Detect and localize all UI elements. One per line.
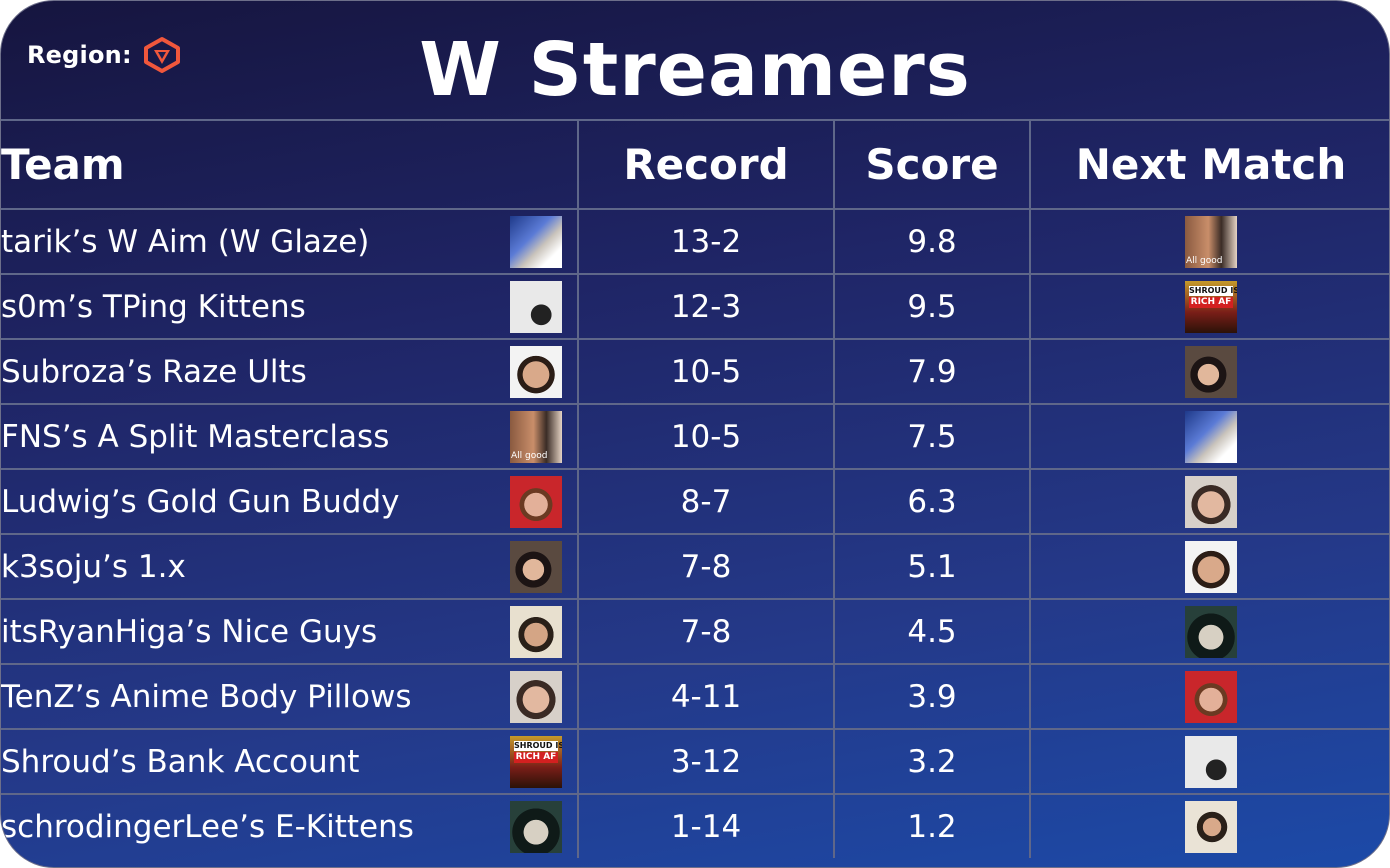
team-cell: tarik’s W Aim (W Glaze): [1, 208, 579, 275]
column-header-record: Record: [577, 119, 835, 210]
next-match-cell: All good: [1029, 208, 1389, 275]
team-name: Ludwig’s Gold Gun Buddy: [1, 483, 400, 520]
score-cell: 6.3: [833, 468, 1031, 535]
avatar-caption: All good: [511, 450, 548, 461]
team-name: schrodingerLee’s E-Kittens: [1, 808, 414, 845]
page-title: W Streamers: [419, 27, 971, 113]
team-name: TenZ’s Anime Body Pillows: [1, 678, 412, 715]
next-match-avatar: [1185, 735, 1237, 788]
team-avatar: SHROUD IS RICH AF: [510, 735, 562, 788]
team-name: tarik’s W Aim (W Glaze): [1, 223, 370, 260]
record-cell: 7-8: [577, 598, 835, 665]
score-cell: 4.5: [833, 598, 1031, 665]
avatar-sign-top: SHROUD IS: [514, 740, 562, 751]
team-name: s0m’s TPing Kittens: [1, 288, 306, 325]
team-cell: Ludwig’s Gold Gun Buddy: [1, 468, 579, 535]
score-cell: 7.9: [833, 338, 1031, 405]
next-match-avatar: [1185, 800, 1237, 853]
next-match-avatar: [1185, 345, 1237, 398]
next-match-cell: [1029, 598, 1389, 665]
column-header-score: Score: [833, 119, 1031, 210]
team-cell: schrodingerLee’s E-Kittens: [1, 793, 579, 858]
avatar-sign-top: SHROUD IS: [1189, 285, 1237, 296]
team-cell: FNS’s A Split Masterclass All good: [1, 403, 579, 470]
team-cell: Shroud’s Bank Account SHROUD IS RICH AF: [1, 728, 579, 795]
table-row: FNS’s A Split Masterclass All good 10-5 …: [1, 403, 1389, 470]
table-row: tarik’s W Aim (W Glaze) 13-2 9.8 All goo…: [1, 208, 1389, 275]
score-cell: 9.8: [833, 208, 1031, 275]
table-row: TenZ’s Anime Body Pillows 4-11 3.9: [1, 663, 1389, 730]
next-match-cell: [1029, 793, 1389, 858]
record-cell: 10-5: [577, 403, 835, 470]
record-cell: 10-5: [577, 338, 835, 405]
record-cell: 3-12: [577, 728, 835, 795]
column-header-team: Team: [1, 119, 579, 210]
team-avatar: [510, 215, 562, 268]
table-header-row: Team Record Score Next Match: [1, 119, 1389, 210]
table-row: itsRyanHiga’s Nice Guys 7-8 4.5: [1, 598, 1389, 665]
valorant-logo-icon: [143, 37, 180, 73]
region-label: Region:: [27, 41, 132, 69]
record-cell: 7-8: [577, 533, 835, 600]
table-row: Ludwig’s Gold Gun Buddy 8-7 6.3: [1, 468, 1389, 535]
score-cell: 1.2: [833, 793, 1031, 858]
next-match-avatar: SHROUD IS RICH AF: [1185, 280, 1237, 333]
next-match-cell: [1029, 338, 1389, 405]
next-match-avatar: All good: [1185, 215, 1237, 268]
next-match-cell: SHROUD IS RICH AF: [1029, 273, 1389, 340]
table-row: Subroza’s Raze Ults 10-5 7.9: [1, 338, 1389, 405]
team-avatar: [510, 345, 562, 398]
team-avatar: [510, 605, 562, 658]
header: Region: W Streamers: [1, 1, 1389, 119]
next-match-cell: [1029, 533, 1389, 600]
team-avatar: All good: [510, 410, 562, 463]
column-header-next-match: Next Match: [1029, 119, 1389, 210]
team-name: itsRyanHiga’s Nice Guys: [1, 613, 378, 650]
table-row: s0m’s TPing Kittens 12-3 9.5 SHROUD IS R…: [1, 273, 1389, 340]
team-cell: Subroza’s Raze Ults: [1, 338, 579, 405]
team-avatar: [510, 800, 562, 853]
next-match-cell: [1029, 403, 1389, 470]
table-row: schrodingerLee’s E-Kittens 1-14 1.2: [1, 793, 1389, 858]
next-match-avatar: [1185, 605, 1237, 658]
team-name: Shroud’s Bank Account: [1, 743, 360, 780]
avatar-sign-bottom: RICH AF: [1189, 296, 1233, 308]
team-name: k3soju’s 1.x: [1, 548, 186, 585]
record-cell: 13-2: [577, 208, 835, 275]
next-match-cell: [1029, 468, 1389, 535]
next-match-cell: [1029, 663, 1389, 730]
avatar-sign-bottom: RICH AF: [514, 751, 558, 763]
team-cell: itsRyanHiga’s Nice Guys: [1, 598, 579, 665]
score-cell: 9.5: [833, 273, 1031, 340]
score-cell: 5.1: [833, 533, 1031, 600]
table-row: k3soju’s 1.x 7-8 5.1: [1, 533, 1389, 600]
team-cell: s0m’s TPing Kittens: [1, 273, 579, 340]
score-cell: 3.9: [833, 663, 1031, 730]
score-cell: 7.5: [833, 403, 1031, 470]
team-avatar: [510, 280, 562, 333]
team-avatar: [510, 540, 562, 593]
team-name: Subroza’s Raze Ults: [1, 353, 307, 390]
next-match-cell: [1029, 728, 1389, 795]
team-cell: k3soju’s 1.x: [1, 533, 579, 600]
team-avatar: [510, 670, 562, 723]
next-match-avatar: [1185, 475, 1237, 528]
next-match-avatar: [1185, 540, 1237, 593]
next-match-avatar: [1185, 410, 1237, 463]
record-cell: 4-11: [577, 663, 835, 730]
avatar-caption: All good: [1186, 255, 1223, 266]
team-name: FNS’s A Split Masterclass: [1, 418, 390, 455]
team-avatar: [510, 475, 562, 528]
record-cell: 1-14: [577, 793, 835, 858]
record-cell: 12-3: [577, 273, 835, 340]
standings-table: Team Record Score Next Match tarik’s W A…: [1, 119, 1389, 858]
record-cell: 8-7: [577, 468, 835, 535]
next-match-avatar: [1185, 670, 1237, 723]
team-cell: TenZ’s Anime Body Pillows: [1, 663, 579, 730]
table-row: Shroud’s Bank Account SHROUD IS RICH AF …: [1, 728, 1389, 795]
region-selector[interactable]: Region:: [27, 35, 182, 75]
score-cell: 3.2: [833, 728, 1031, 795]
